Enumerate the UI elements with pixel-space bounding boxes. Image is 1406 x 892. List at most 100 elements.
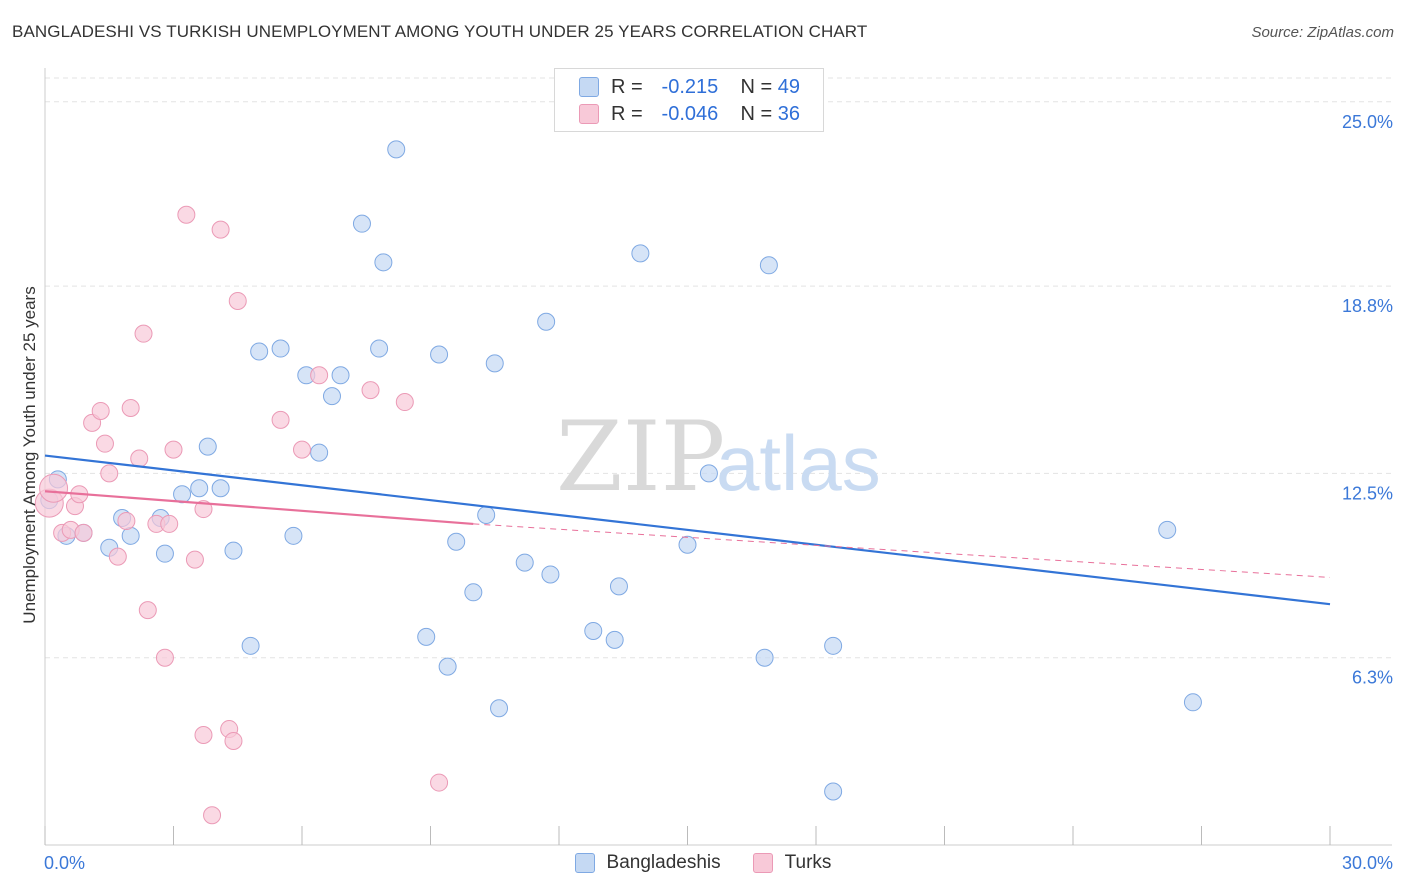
y-tick-label: 18.8% [1342, 296, 1393, 316]
bangladeshi-point [464, 583, 483, 602]
legend-r-label: R = [611, 102, 643, 125]
bangladeshi-point [310, 443, 329, 462]
series-legend-bangladeshis[interactable]: Bangladeshis [574, 852, 721, 874]
bangladeshi-point [352, 214, 371, 233]
y-tick-label: 12.5% [1342, 483, 1393, 503]
chart-source: Source: ZipAtlas.com [1251, 24, 1394, 41]
series-legend: Bangladeshis Turks [0, 852, 1406, 874]
turk-point [100, 464, 119, 483]
turk-point [164, 440, 183, 459]
turk-point [194, 500, 213, 519]
series-swatch-blue [574, 853, 595, 873]
turk-point [117, 511, 136, 530]
bangladeshi-point [374, 253, 393, 272]
y-tick-label: 25.0% [1342, 112, 1393, 132]
bangladeshi-point [198, 437, 217, 456]
legend-row-turks: R = -0.046 N = 36 [579, 101, 800, 127]
bangladeshi-point [699, 464, 718, 483]
turk-point [134, 324, 153, 343]
turk-point [310, 366, 329, 385]
bangladeshi-point [515, 553, 534, 572]
bangladeshi-point [605, 630, 624, 649]
bangladeshi-point [755, 648, 774, 667]
turk-point [361, 381, 380, 400]
turk-point [155, 648, 174, 667]
series-label: Turks [784, 852, 832, 873]
series-legend-turks[interactable]: Turks [752, 852, 832, 874]
bangladeshi-point [121, 526, 140, 545]
grid-lines [45, 77, 1392, 659]
bangladeshi-point [1183, 693, 1202, 712]
bangladeshi-point [370, 339, 389, 358]
legend-n-label: N = [740, 102, 773, 125]
series-swatch-pink [752, 853, 773, 873]
legend-r-value: -0.046 [661, 102, 719, 125]
bangladeshi-point [322, 387, 341, 406]
bangladeshi-trend-line [44, 454, 1331, 606]
y-tick-label: 6.3% [1352, 668, 1393, 688]
watermark-atlas: atlas [716, 419, 881, 507]
turk-point [160, 514, 179, 533]
bangladeshi-point [224, 541, 243, 560]
legend-r-label: R = [611, 75, 643, 98]
bangladeshi-point [477, 506, 496, 525]
y-axis-label: Unemployment Among Youth under 25 years [20, 286, 39, 624]
chart-title: BANGLADESHI VS TURKISH UNEMPLOYMENT AMON… [12, 22, 868, 41]
bangladeshi-point [155, 544, 174, 563]
bangladeshi-point [271, 339, 290, 358]
bangladeshi-point [284, 526, 303, 545]
bangladeshi-point [609, 577, 628, 596]
bangladeshi-point [485, 354, 504, 373]
series-label: Bangladeshis [606, 852, 721, 873]
turk-point [95, 434, 114, 453]
data-points [34, 140, 1202, 825]
bangladeshi-point [211, 479, 230, 498]
turk-point [74, 523, 93, 542]
legend-n-label: N = [740, 75, 773, 98]
turk-point [395, 393, 414, 412]
bangladeshi-point [190, 479, 209, 498]
bangladeshi-point [541, 565, 560, 584]
watermark-zip: ZIP [556, 401, 725, 513]
bangladeshi-point [678, 535, 697, 554]
turk-point [185, 550, 204, 569]
turk-point [293, 440, 311, 459]
tick-labels: 6.3% 12.5% 18.8% 25.0% 0.0% 30.0% [44, 112, 1393, 873]
turk-point [138, 601, 157, 620]
bangladeshi-point [824, 782, 843, 801]
bangladeshi-point [241, 636, 260, 655]
turk-point [39, 473, 69, 503]
turk-point [177, 205, 196, 224]
bangladeshi-point [438, 657, 457, 676]
turk-point [108, 547, 127, 566]
turk-point [271, 410, 290, 429]
legend-n-value: 36 [777, 102, 800, 125]
trend-lines [44, 454, 1331, 606]
legend-n-value: 49 [777, 75, 800, 98]
bangladeshi-point [331, 366, 350, 385]
turk-point [430, 773, 449, 792]
turk-point [228, 291, 247, 310]
correlation-legend: R = -0.215 N = 49 R = -0.046 N = 36 [554, 68, 824, 132]
bangladeshi-point [417, 627, 436, 646]
bangladeshi-point [631, 244, 650, 263]
turk-point [203, 806, 222, 825]
x-tick-label: 0.0% [44, 853, 85, 873]
bangladeshi-point [250, 342, 269, 361]
bangladeshi-point [447, 532, 466, 551]
turk-point [211, 220, 230, 239]
turk-point [121, 398, 140, 417]
bangladeshi-point [430, 345, 449, 364]
bangladeshi-point [387, 140, 406, 159]
watermark: ZIP atlas [556, 401, 881, 513]
turk-point [224, 731, 243, 750]
legend-swatch-blue [579, 77, 599, 97]
turk-point [91, 401, 110, 420]
legend-row-bangladeshis: R = -0.215 N = 49 [579, 74, 800, 100]
bangladeshi-point [1158, 520, 1177, 539]
turk-point [130, 449, 149, 468]
bangladeshi-point [537, 312, 556, 331]
bangladeshi-point [824, 636, 843, 655]
bangladeshi-point [584, 621, 603, 640]
